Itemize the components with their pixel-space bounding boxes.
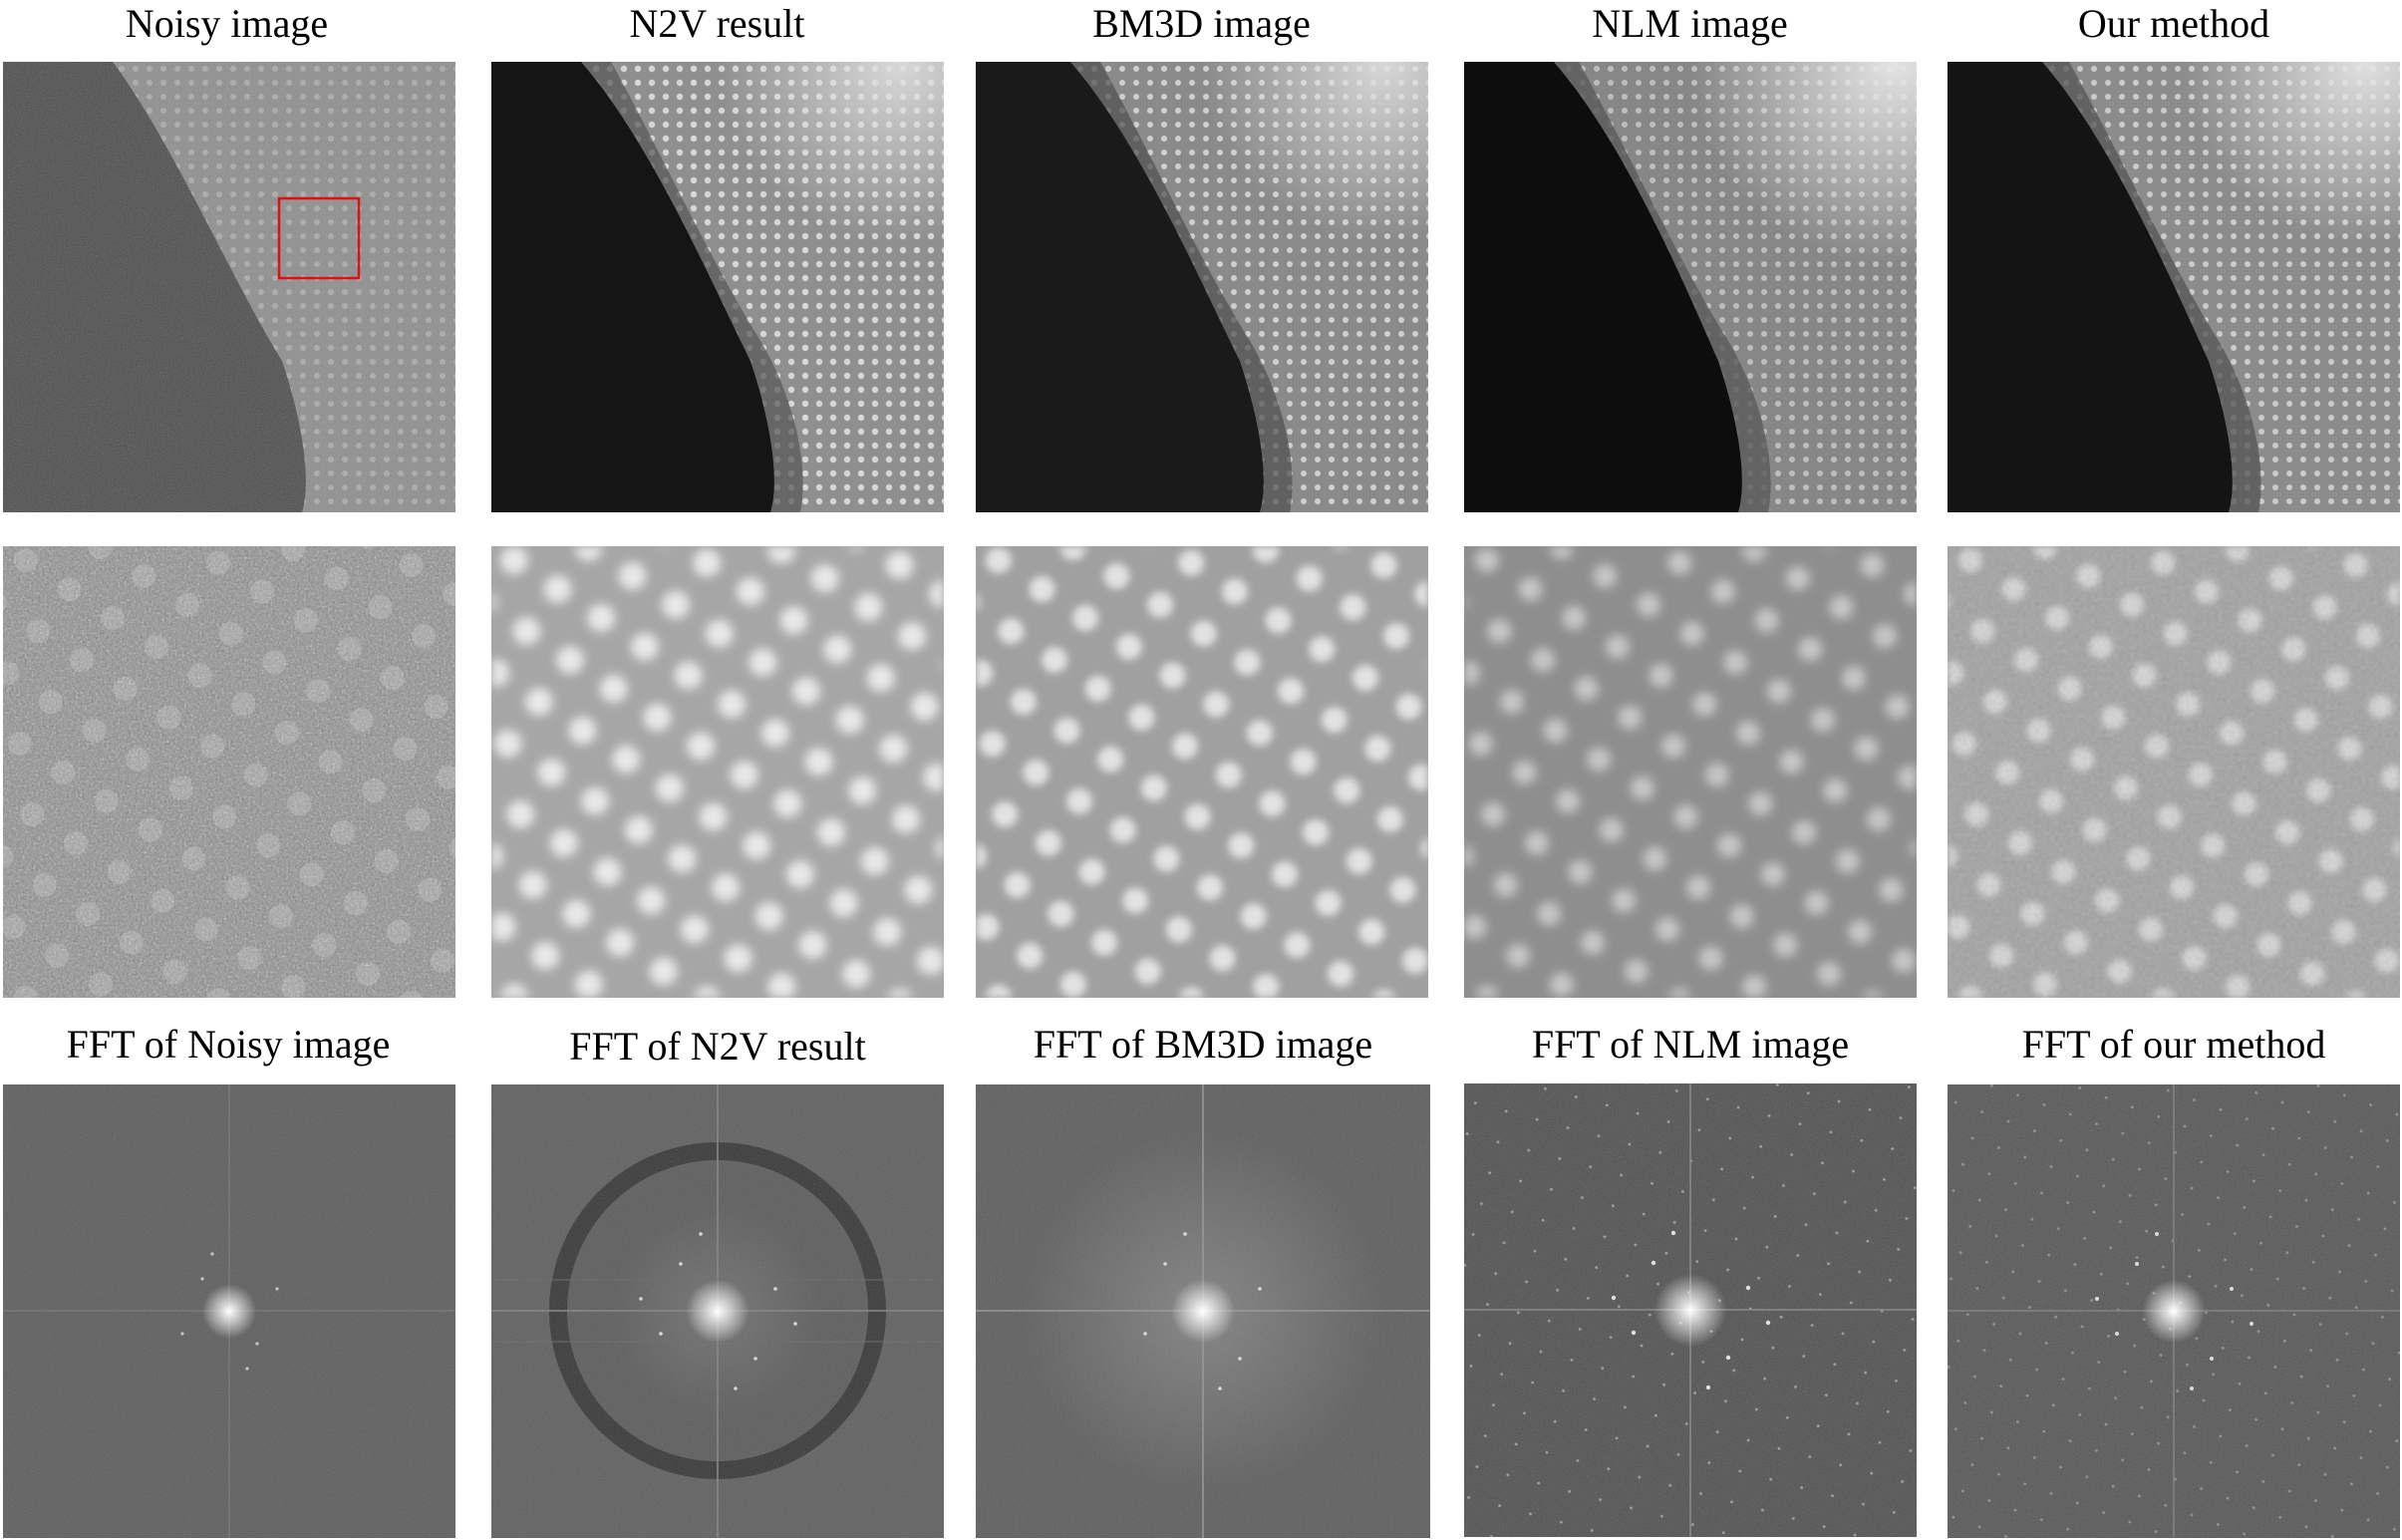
ours-fft <box>1948 1084 2400 1538</box>
fft-title-nlm: FFT of NLM image <box>1531 1022 1850 1067</box>
title-n2v: N2V result <box>629 1 805 46</box>
nlm-zoom-crop <box>1464 546 1917 998</box>
title-noisy: Noisy image <box>125 1 329 46</box>
title-bm3d: BM3D image <box>1092 1 1311 46</box>
fft-title-noisy: FFT of Noisy image <box>66 1022 391 1067</box>
fft-title-bm3d: FFT of BM3D image <box>1033 1022 1373 1067</box>
noisy-fft <box>3 1084 455 1538</box>
ours-full-image <box>1948 62 2400 512</box>
fft-title-ours: FFT of our method <box>2021 1022 2326 1067</box>
n2v-full-image <box>491 62 944 512</box>
bm3d-full-image <box>976 62 1428 512</box>
n2v-fft <box>491 1084 944 1538</box>
nlm-fft <box>1464 1083 1917 1537</box>
fft-title-n2v: FFT of N2V result <box>569 1024 866 1069</box>
bm3d-zoom-crop <box>976 546 1428 998</box>
noisy-full-image <box>3 62 455 512</box>
noisy-zoom-crop <box>3 546 455 998</box>
title-nlm: NLM image <box>1592 1 1788 46</box>
title-ours: Our method <box>2077 1 2270 46</box>
ours-zoom-crop <box>1948 546 2400 998</box>
nlm-full-image <box>1464 62 1917 512</box>
n2v-zoom-crop <box>491 546 944 998</box>
roi-box <box>277 196 361 280</box>
bm3d-fft <box>976 1084 1430 1538</box>
